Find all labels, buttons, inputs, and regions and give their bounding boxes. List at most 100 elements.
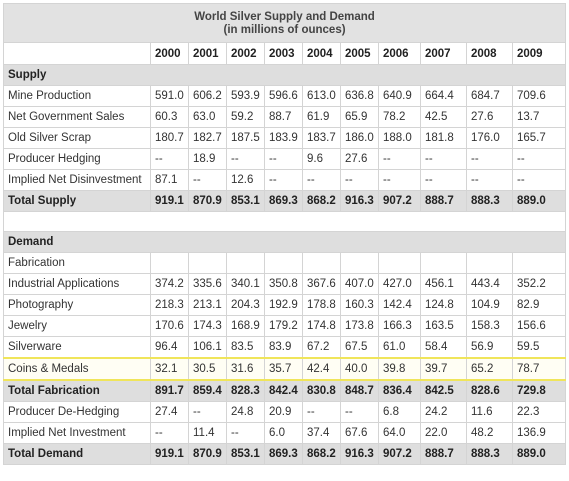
- cell-producer-hedging-2002: --: [226, 148, 265, 170]
- cell-old-silver-scrap-2003: 183.9: [264, 127, 303, 149]
- cell-old-silver-scrap-2007: 181.8: [420, 127, 467, 149]
- row-label-implied-net-disinvestment: Implied Net Disinvestment: [3, 169, 151, 191]
- cell-silverware-2005: 67.5: [340, 336, 379, 359]
- cell-producer-de-hedging-2002: 24.8: [226, 401, 265, 423]
- cell-producer-hedging-2004: 9.6: [302, 148, 341, 170]
- cell-total-fabrication-2005: 848.7: [340, 379, 379, 402]
- cell-implied-net-disinvestment-2005: --: [340, 169, 379, 191]
- cell-photography-2006: 142.4: [378, 294, 421, 316]
- row-label-total-supply: Total Supply: [3, 190, 151, 212]
- cell-total-supply-2009: 889.0: [511, 190, 567, 212]
- cell-old-silver-scrap-2005: 186.0: [340, 127, 379, 149]
- cell-total-demand-2001: 870.9: [188, 443, 227, 465]
- cell-producer-de-hedging-2001: --: [188, 401, 227, 423]
- cell-industrial-applications-2005: 407.0: [340, 273, 379, 295]
- table-row-total-fabrication: Total Fabrication 891.7 859.4 828.3 842.4 830…: [3, 379, 567, 402]
- cell-coins-medals-2006: 39.8: [378, 357, 421, 381]
- table-row-fabrication: Fabrication: [3, 252, 567, 274]
- cell-mine-production-2005: 636.8: [340, 85, 379, 107]
- cell-mine-production-2003: 596.6: [264, 85, 303, 107]
- cell-total-demand-2000: 919.1: [150, 443, 189, 465]
- silver-supply-demand-table: World Silver Supply and Demand (in milli…: [2, 3, 567, 465]
- cell-producer-de-hedging-2006: 6.8: [378, 401, 421, 423]
- table-row-total-demand: Total Demand 919.1 870.9 853.1 869.3 868.2 916…: [3, 443, 567, 465]
- year-header-row: 2000 2001 2002 2003 2004 2005 2006 2007 2008 2009: [3, 42, 567, 65]
- cell-producer-hedging-2009: --: [511, 148, 567, 170]
- cell-photography-2004: 178.8: [302, 294, 341, 316]
- cell-mine-production-2008: 684.7: [466, 85, 513, 107]
- cell-net-government-sales-2007: 42.5: [420, 106, 467, 128]
- cell-photography-2007: 124.8: [420, 294, 467, 316]
- row-label-total-fabrication: Total Fabrication: [3, 379, 151, 402]
- cell-implied-net-disinvestment-2002: 12.6: [226, 169, 265, 191]
- empty-cell: [511, 252, 567, 274]
- cell-producer-hedging-2008: --: [466, 148, 513, 170]
- cell-producer-hedging-2005: 27.6: [340, 148, 379, 170]
- year-header-2006: 2006: [378, 42, 421, 65]
- cell-coins-medals-2000: 32.1: [150, 357, 189, 381]
- cell-total-supply-2007: 888.7: [420, 190, 467, 212]
- cell-photography-2001: 213.1: [188, 294, 227, 316]
- row-label-total-demand: Total Demand: [3, 443, 151, 465]
- cell-jewelry-2000: 170.6: [150, 315, 189, 337]
- cell-silverware-2001: 106.1: [188, 336, 227, 359]
- table-row-industrial-applications: Industrial Applications 374.2 335.6 340.1 35…: [3, 273, 567, 295]
- cell-implied-net-investment-2003: 6.0: [264, 422, 303, 444]
- row-label-net-government-sales: Net Government Sales: [3, 106, 151, 128]
- cell-total-fabrication-2000: 891.7: [150, 379, 189, 402]
- cell-total-demand-2007: 888.7: [420, 443, 467, 465]
- table-title: World Silver Supply and Demand: [194, 11, 375, 23]
- empty-cell: [264, 252, 303, 274]
- cell-implied-net-disinvestment-2003: --: [264, 169, 303, 191]
- row-label-producer-de-hedging: Producer De-Hedging: [3, 401, 151, 423]
- cell-producer-hedging-2001: 18.9: [188, 148, 227, 170]
- cell-implied-net-disinvestment-2001: --: [188, 169, 227, 191]
- row-label-fabrication: Fabrication: [3, 252, 151, 274]
- cell-implied-net-investment-2005: 67.6: [340, 422, 379, 444]
- row-label-coins-medals: Coins & Medals: [3, 357, 151, 381]
- table-row-implied-net-investment: Implied Net Investment -- 11.4 -- 6.0 37.4 67.…: [3, 422, 567, 444]
- cell-industrial-applications-2001: 335.6: [188, 273, 227, 295]
- cell-implied-net-investment-2008: 48.2: [466, 422, 513, 444]
- cell-producer-de-hedging-2000: 27.4: [150, 401, 189, 423]
- cell-implied-net-disinvestment-2000: 87.1: [150, 169, 189, 191]
- cell-industrial-applications-2002: 340.1: [226, 273, 265, 295]
- row-label-implied-net-investment: Implied Net Investment: [3, 422, 151, 444]
- cell-total-supply-2004: 868.2: [302, 190, 341, 212]
- cell-net-government-sales-2000: 60.3: [150, 106, 189, 128]
- table-title-cell: World Silver Supply and Demand (in milli…: [2, 3, 567, 43]
- cell-net-government-sales-2003: 88.7: [264, 106, 303, 128]
- cell-jewelry-2004: 174.8: [302, 315, 341, 337]
- cell-total-fabrication-2009: 729.8: [511, 379, 567, 402]
- table-row-producer-hedging: Producer Hedging -- 18.9 -- -- 9.6 27.6 -- -- -- -…: [3, 148, 567, 170]
- cell-net-government-sales-2008: 27.6: [466, 106, 513, 128]
- year-header-2003: 2003: [264, 42, 303, 65]
- cell-net-government-sales-2005: 65.9: [340, 106, 379, 128]
- cell-old-silver-scrap-2008: 176.0: [466, 127, 513, 149]
- table-row-total-supply: Total Supply 919.1 870.9 853.1 869.3 868.2 916…: [3, 190, 567, 212]
- cell-coins-medals-2003: 35.7: [264, 357, 303, 381]
- cell-implied-net-investment-2007: 22.0: [420, 422, 467, 444]
- cell-total-demand-2008: 888.3: [466, 443, 513, 465]
- cell-implied-net-investment-2002: --: [226, 422, 265, 444]
- cell-photography-2009: 82.9: [511, 294, 567, 316]
- cell-jewelry-2006: 166.3: [378, 315, 421, 337]
- year-header-2008: 2008: [466, 42, 513, 65]
- section-row-supply: Supply: [2, 64, 567, 86]
- row-label-industrial-applications: Industrial Applications: [3, 273, 151, 295]
- cell-producer-hedging-2007: --: [420, 148, 467, 170]
- empty-cell: [150, 252, 189, 274]
- cell-total-fabrication-2004: 830.8: [302, 379, 341, 402]
- year-header-2001: 2001: [188, 42, 227, 65]
- cell-industrial-applications-2009: 352.2: [511, 273, 567, 295]
- cell-implied-net-investment-2001: 11.4: [188, 422, 227, 444]
- cell-jewelry-2008: 158.3: [466, 315, 513, 337]
- cell-old-silver-scrap-2004: 183.7: [302, 127, 341, 149]
- cell-producer-hedging-2000: --: [150, 148, 189, 170]
- spacer-cell: [2, 211, 567, 232]
- row-label-silverware: Silverware: [3, 336, 151, 359]
- empty-cell: [378, 252, 421, 274]
- cell-jewelry-2002: 168.9: [226, 315, 265, 337]
- table-row-producer-de-hedging: Producer De-Hedging 27.4 -- 24.8 20.9 -- -- 6.8…: [3, 401, 567, 423]
- cell-producer-de-hedging-2003: 20.9: [264, 401, 303, 423]
